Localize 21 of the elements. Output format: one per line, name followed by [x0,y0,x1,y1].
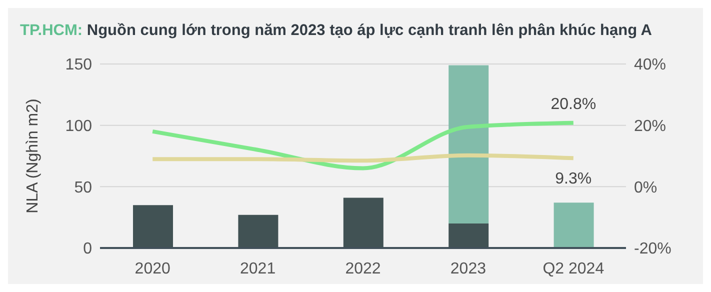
bar [448,65,489,224]
y2-tick-label: -20% [634,240,672,258]
y-tick-label: 50 [74,179,92,196]
line-series [150,120,576,170]
x-tick-label: 2021 [240,260,276,278]
x-tick-label: 2020 [134,260,170,278]
bar [554,202,594,248]
y-tick-label: 0 [83,240,92,258]
y-tick-label: 100 [65,118,92,136]
x-tick-label: Q2 2024 [542,260,604,278]
y2-tick-label: 0% [634,179,658,196]
y-axis-title: NLA (Nghìn m2) [24,98,42,214]
data-label: 9.3% [555,170,592,188]
y2-tick-label: 40% [634,56,666,74]
chart-title: TP.HCM: [20,22,83,39]
y-tick-label: 150 [65,56,92,74]
y2-tick-label: 20% [634,118,666,136]
data-label: 20.8% [550,96,596,113]
x-tick-label: 2022 [345,260,381,278]
chart-subtitle: Nguồn cung lớn trong năm 2023 tạo áp lực cạnh tranh lên phân khúc hạng A [86,22,652,39]
x-tick-label: 2023 [450,260,486,278]
